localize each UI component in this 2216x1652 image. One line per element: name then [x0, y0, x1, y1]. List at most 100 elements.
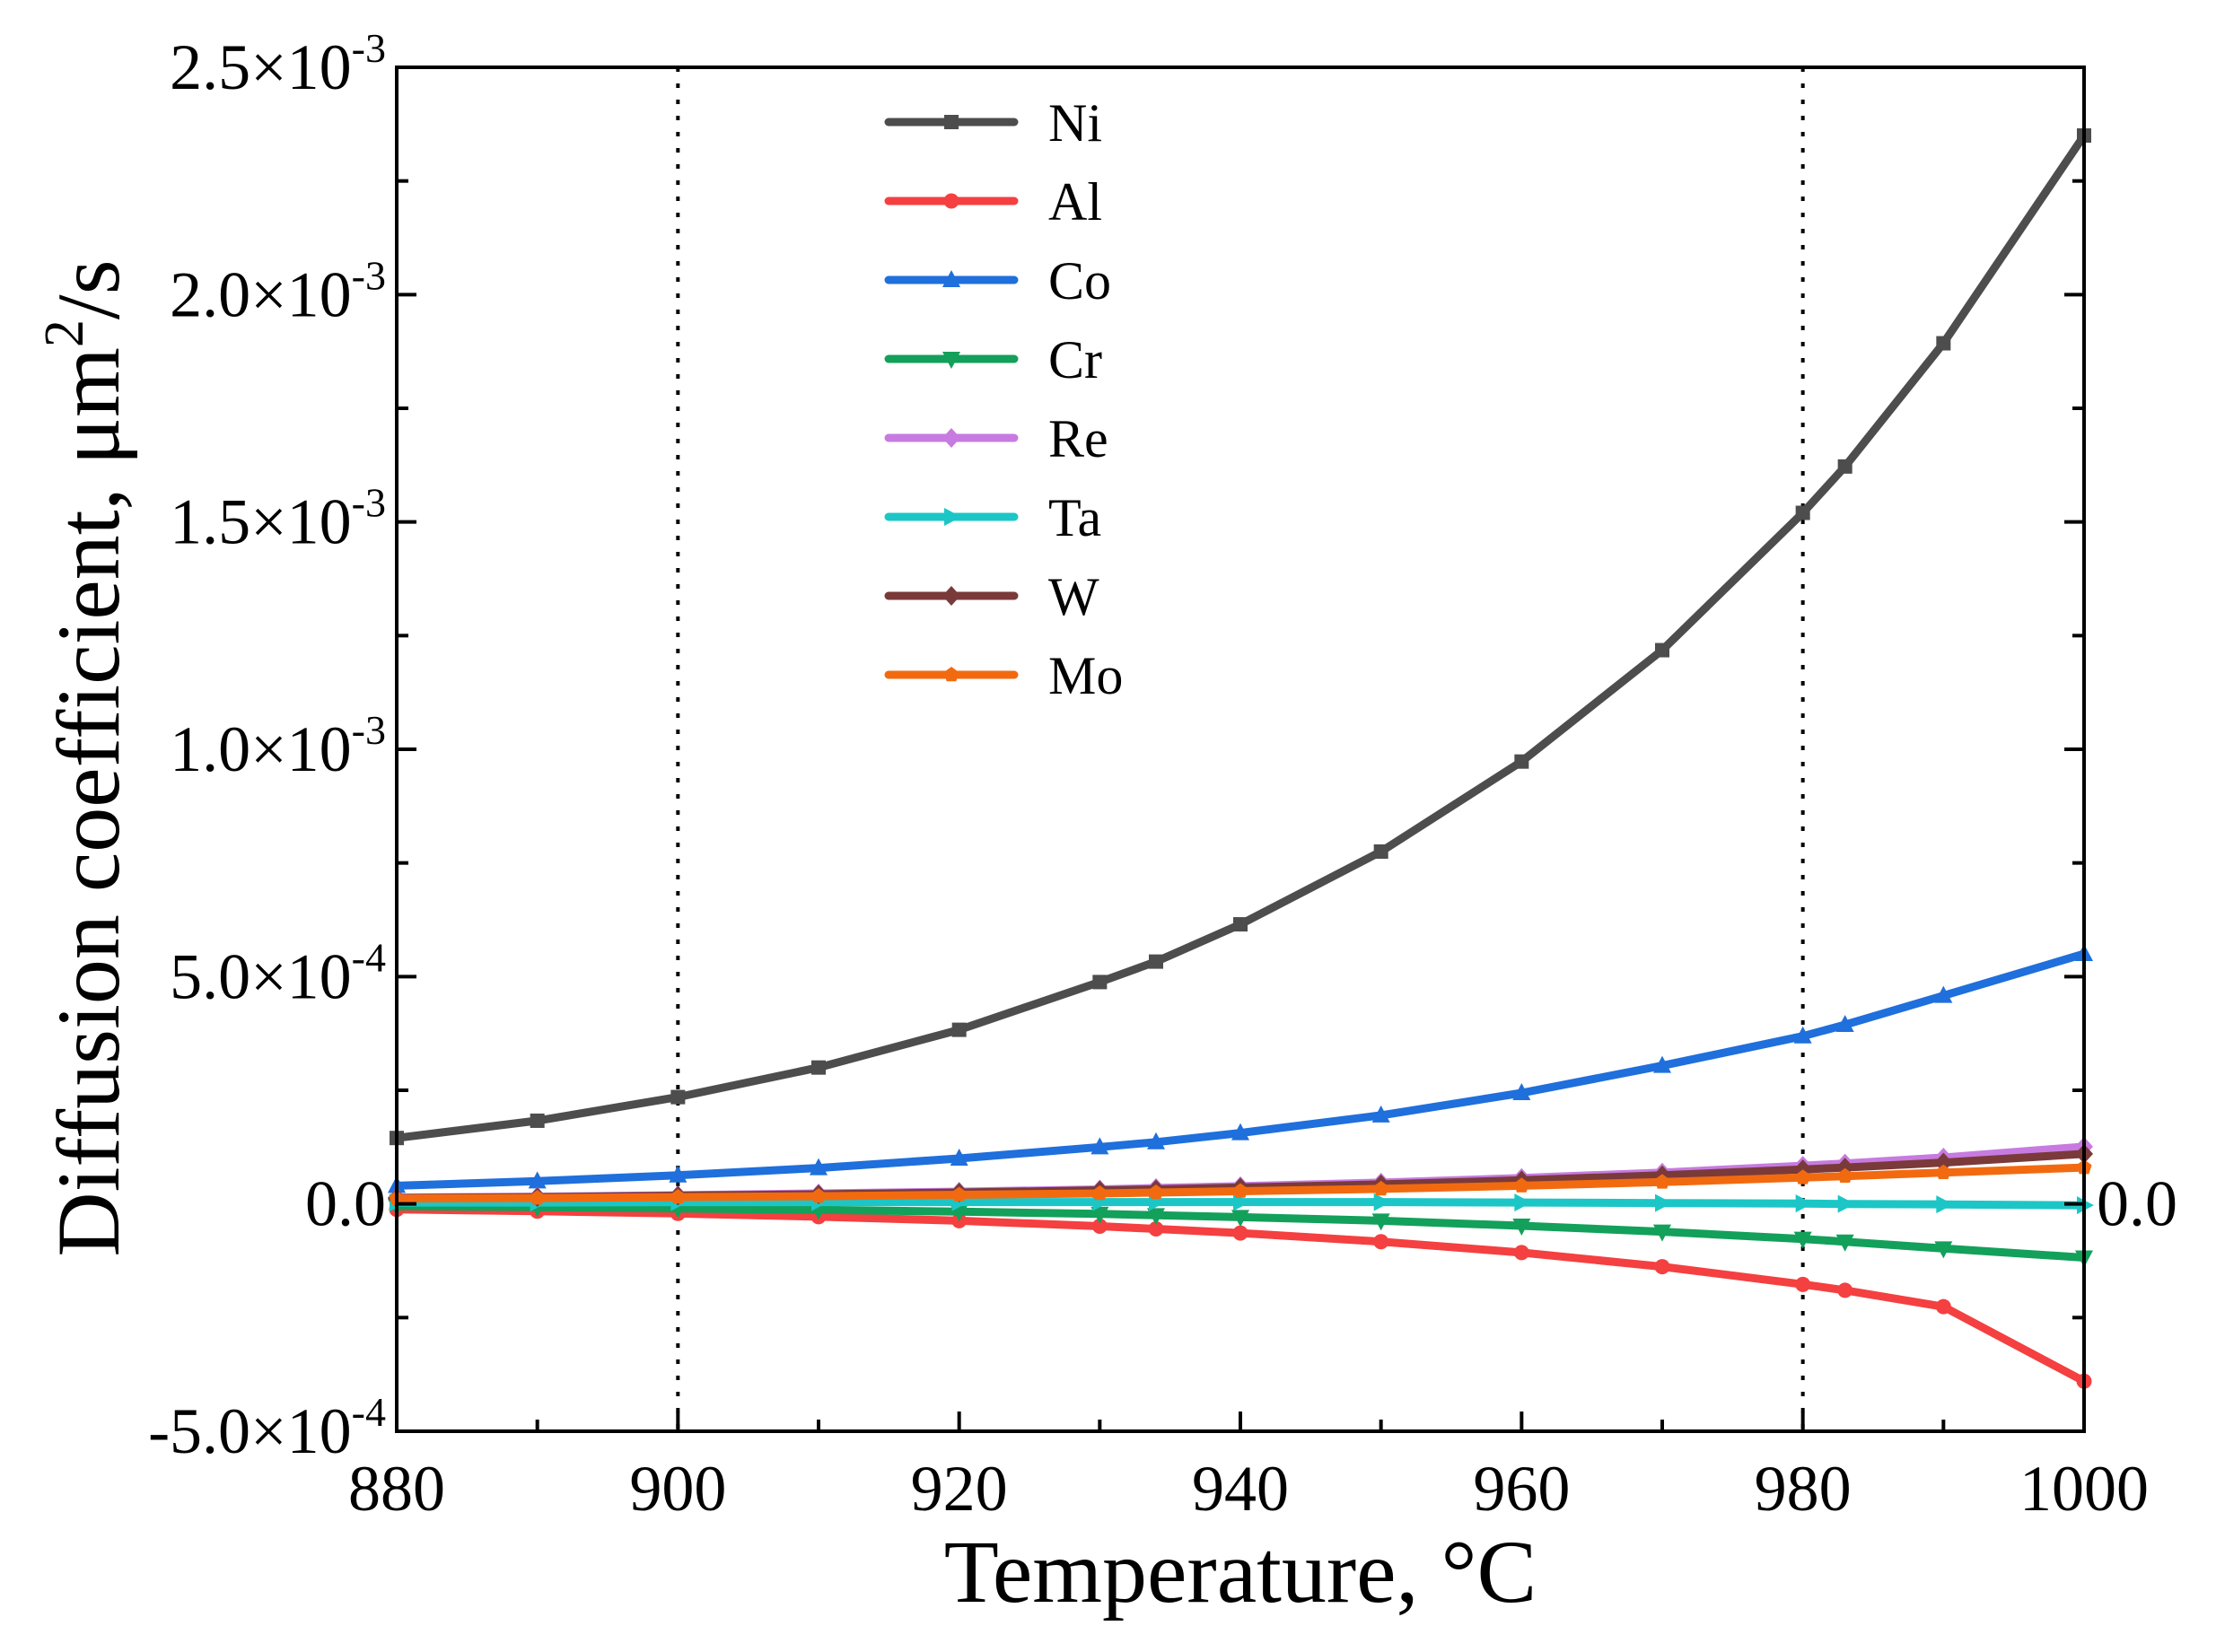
legend-label-W: W [1048, 567, 1099, 626]
data-point-Cr-950 [1371, 1213, 1390, 1231]
reference-lines [676, 67, 2084, 1431]
data-point-Cr-980 [1793, 1231, 1812, 1249]
data-point-Co-930 [1090, 1137, 1109, 1155]
data-point-Ni-940 [1233, 917, 1248, 932]
data-point-Co-990 [1934, 985, 1953, 1003]
y-tick-exponent: -3 [352, 707, 386, 753]
legend-label-Ni: Ni [1048, 93, 1102, 153]
legend-label-Al: Al [1048, 172, 1102, 232]
legend-label-Mo: Mo [1048, 646, 1123, 705]
y-tick-exponent: -3 [352, 480, 386, 526]
legend-marker-Ta [944, 508, 961, 526]
y-tick-label-0: 2.5×10-3 [170, 25, 386, 103]
data-point-Co-910 [810, 1158, 828, 1176]
plot-series [388, 128, 2094, 1389]
data-point-Ni-900 [670, 1089, 686, 1105]
y-tick-label-4: 5.0×10-4 [170, 934, 386, 1012]
y-tick-mantissa: 1.0×10 [170, 713, 352, 785]
data-point-Ta-983 [1837, 1194, 1855, 1213]
data-point-Al-983 [1837, 1282, 1853, 1298]
data-point-Ta-960 [1514, 1193, 1532, 1212]
legend-item-W: W [884, 567, 1099, 626]
y-tick-mantissa: 1.5×10 [170, 486, 352, 558]
right-zero-label: 0.0 [2097, 1168, 2177, 1240]
y-axis-title: Diffusion coefficient, μm2/s [34, 259, 138, 1256]
legend-marker-Cr [942, 352, 960, 369]
data-point-Al-940 [1232, 1225, 1248, 1241]
y-tick-mantissa: 5.0×10 [170, 940, 352, 1012]
data-point-Co-970 [1653, 1055, 1671, 1073]
legend-item-Mo: Mo [884, 646, 1123, 705]
series-line-Co [392, 949, 2089, 1190]
data-point-Al-980 [1795, 1276, 1811, 1292]
legend-label-Cr: Cr [1048, 330, 1102, 389]
data-point-Mo-950 [1373, 1180, 1389, 1196]
data-point-Ni-990 [1936, 336, 1951, 351]
data-point-Mo-910 [810, 1188, 827, 1203]
data-point-Ni-920 [951, 1022, 967, 1037]
x-tick-label-920: 920 [911, 1453, 1008, 1525]
y-tick-exponent: -4 [352, 1389, 386, 1435]
data-point-Al-970 [1654, 1259, 1670, 1275]
data-point-Al-950 [1373, 1234, 1389, 1250]
x-tick-label-980: 980 [1755, 1453, 1852, 1525]
legend-item-Co: Co [884, 251, 1111, 310]
y-tick-mantissa: -5.0×10 [148, 1395, 352, 1467]
x-tick-label-880: 880 [348, 1453, 445, 1525]
data-point-Co-920 [950, 1149, 968, 1166]
data-point-Co-950 [1371, 1105, 1390, 1123]
legend: Ni Al Co Cr Re Ta W Mo [884, 93, 1123, 705]
y-tick-mantissa: 0.0 [305, 1168, 386, 1240]
series-Ni [390, 128, 2091, 1146]
x-tick-label-960: 960 [1473, 1453, 1570, 1525]
legend-label-Co: Co [1048, 251, 1111, 310]
legend-label-Ta: Ta [1048, 488, 1101, 547]
data-point-Co-980 [1793, 1026, 1812, 1044]
y-tick-label-6: -5.0×10-4 [148, 1389, 386, 1467]
data-point-Mo-934 [1148, 1184, 1164, 1200]
data-point-Cr-970 [1653, 1224, 1671, 1242]
data-point-Al-990 [1935, 1298, 1951, 1315]
data-point-Cr-983 [1835, 1234, 1854, 1252]
data-point-Cr-930 [1090, 1206, 1109, 1224]
y-axis-title-main: Diffusion coefficient, μm [39, 347, 138, 1257]
y-tick-label-5: 0.0 [305, 1168, 386, 1240]
data-point-Al-934 [1148, 1221, 1164, 1237]
data-point-Mo-890 [530, 1190, 546, 1205]
y-tick-label-1: 2.0×10-3 [170, 252, 386, 330]
data-point-Ni-934 [1149, 954, 1163, 969]
series-Al [389, 1202, 2092, 1389]
y-axis-title-tail: /s [39, 259, 138, 319]
y-tick-exponent: -3 [352, 25, 386, 71]
data-point-Mo-970 [1654, 1174, 1670, 1189]
legend-marker-Co [942, 270, 960, 287]
data-point-Ni-970 [1655, 642, 1669, 658]
data-point-Al-930 [1091, 1218, 1108, 1234]
legend-marker-Al [943, 193, 959, 209]
legend-marker-W [942, 586, 960, 606]
data-point-Ni-950 [1373, 844, 1388, 859]
y-tick-mantissa: 2.5×10 [170, 31, 352, 103]
data-point-Mo-980 [1795, 1169, 1811, 1184]
data-point-Ta-970 [1655, 1193, 1672, 1212]
data-point-Ni-930 [1092, 975, 1108, 990]
x-tick-label-1000: 1000 [2019, 1453, 2149, 1525]
y-tick-label-2: 1.5×10-3 [170, 480, 386, 558]
y-tick-exponent: -4 [352, 934, 386, 980]
legend-item-Ni: Ni [884, 93, 1102, 153]
legend-item-Re: Re [884, 409, 1108, 468]
x-tick-label-940: 940 [1192, 1453, 1289, 1525]
data-point-Ni-960 [1514, 754, 1529, 769]
data-point-Cr-934 [1147, 1208, 1165, 1226]
data-point-Mo-990 [1935, 1164, 1951, 1179]
y-tick-mantissa: 2.0×10 [170, 258, 352, 330]
y-axis-title-sup: 2 [34, 319, 95, 347]
data-point-W-990 [1934, 1152, 1953, 1173]
x-axis-title: Temperature, °C [944, 1522, 1537, 1621]
data-point-Co-890 [528, 1171, 547, 1189]
series-line-Ni [392, 131, 2089, 1142]
data-point-Cr-990 [1934, 1241, 1953, 1259]
data-point-Ta-990 [1936, 1195, 1954, 1214]
